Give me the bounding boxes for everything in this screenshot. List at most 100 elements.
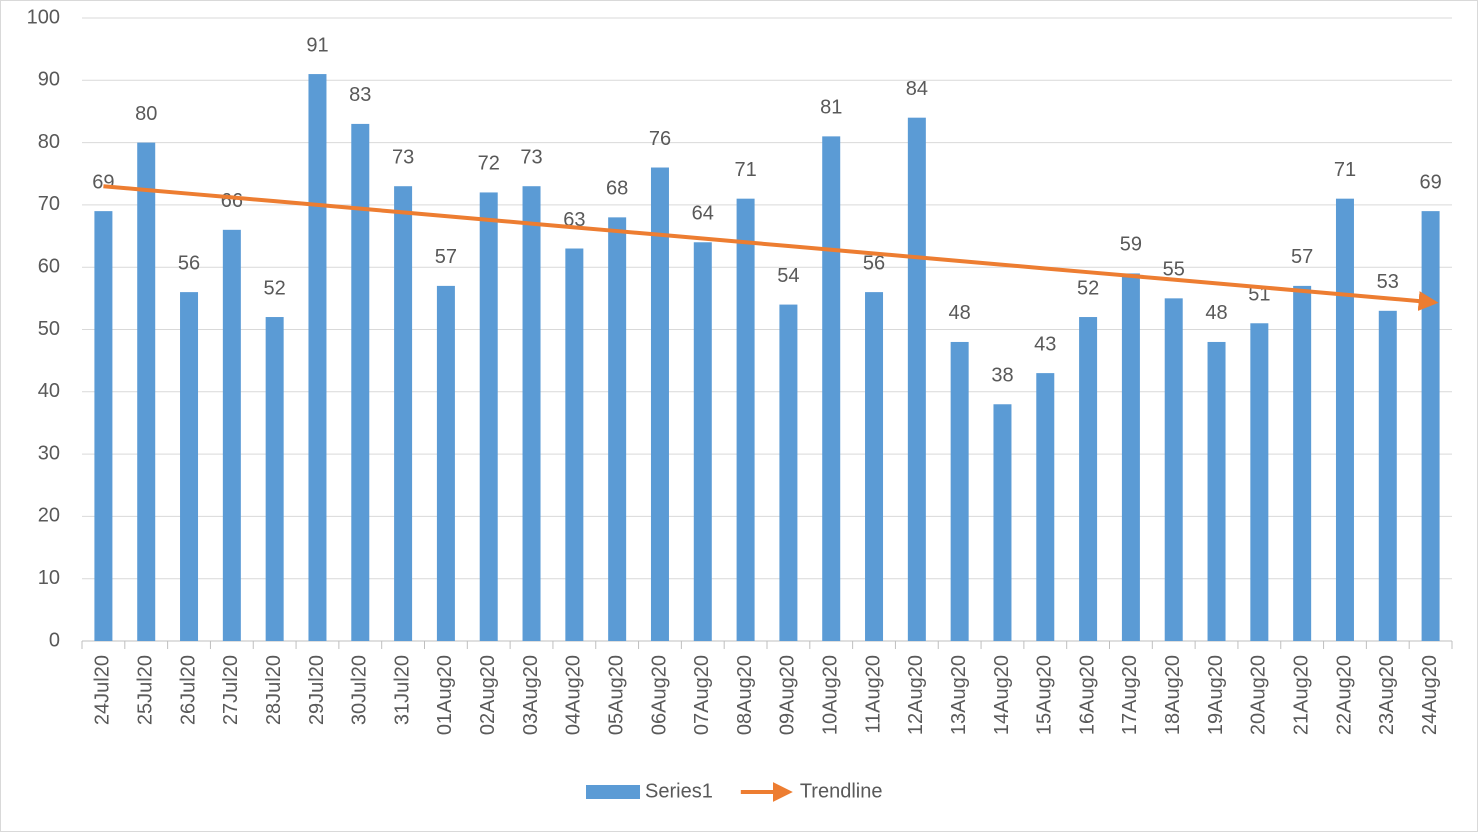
data-label: 57 xyxy=(1291,246,1313,268)
x-tick-label: 23Aug20 xyxy=(1376,655,1398,735)
x-tick-label: 13Aug20 xyxy=(948,655,970,735)
data-label: 84 xyxy=(906,78,928,100)
x-tick-label: 03Aug20 xyxy=(520,655,542,735)
bar xyxy=(137,142,156,641)
legend-label: Series1 xyxy=(645,780,713,802)
bar xyxy=(822,136,841,641)
data-label: 52 xyxy=(1077,277,1099,299)
bar xyxy=(436,285,455,641)
x-tick-label: 14Aug20 xyxy=(991,655,1013,735)
data-label: 54 xyxy=(777,265,799,287)
x-tick-label: 26Jul20 xyxy=(177,655,199,725)
data-label: 69 xyxy=(1419,171,1441,193)
bar xyxy=(222,229,241,641)
x-tick-label: 01Aug20 xyxy=(434,655,456,735)
data-label: 81 xyxy=(820,97,842,119)
y-tick-label: 0 xyxy=(49,629,60,651)
bar xyxy=(180,292,199,641)
data-label: 59 xyxy=(1120,234,1142,256)
bar xyxy=(351,123,370,641)
bar xyxy=(993,404,1012,641)
x-tick-label: 16Aug20 xyxy=(1076,655,1098,735)
x-tick-label: 22Aug20 xyxy=(1333,655,1355,735)
x-tick-label: 29Jul20 xyxy=(306,655,328,725)
y-tick-label: 70 xyxy=(38,193,60,215)
y-tick-label: 50 xyxy=(38,318,60,340)
data-label: 57 xyxy=(435,246,457,268)
bar xyxy=(308,74,327,641)
bar xyxy=(950,341,969,641)
x-tick-label: 09Aug20 xyxy=(777,655,799,735)
data-label: 56 xyxy=(863,252,885,274)
data-label: 73 xyxy=(392,146,414,168)
x-tick-label: 05Aug20 xyxy=(605,655,627,735)
data-label: 56 xyxy=(178,252,200,274)
y-tick-label: 90 xyxy=(38,69,60,91)
x-tick-label: 25Jul20 xyxy=(135,655,157,725)
bar xyxy=(94,211,113,641)
x-tick-label: 19Aug20 xyxy=(1205,655,1227,735)
bar xyxy=(1079,317,1098,641)
data-label: 38 xyxy=(991,365,1013,387)
data-label: 71 xyxy=(1334,159,1356,181)
x-tick-label: 06Aug20 xyxy=(648,655,670,735)
data-label: 80 xyxy=(135,103,157,125)
bar xyxy=(1164,298,1183,641)
y-tick-label: 40 xyxy=(38,380,60,402)
bar xyxy=(1378,310,1397,641)
bar xyxy=(479,192,498,641)
bar xyxy=(779,304,798,641)
x-tick-label: 15Aug20 xyxy=(1034,655,1056,735)
data-label: 48 xyxy=(949,302,971,324)
bar xyxy=(693,242,712,641)
x-tick-label: 24Jul20 xyxy=(92,655,114,725)
bar xyxy=(1421,211,1440,641)
bar xyxy=(650,167,669,641)
data-label: 76 xyxy=(649,128,671,150)
data-label: 43 xyxy=(1034,333,1056,355)
data-label: 73 xyxy=(520,146,542,168)
data-label: 66 xyxy=(221,190,243,212)
bar xyxy=(565,248,584,641)
x-tick-label: 04Aug20 xyxy=(563,655,585,735)
bar xyxy=(736,198,755,642)
x-tick-label: 12Aug20 xyxy=(905,655,927,735)
y-tick-label: 80 xyxy=(38,131,60,153)
bar xyxy=(1036,373,1055,641)
y-tick-label: 20 xyxy=(38,505,60,527)
x-tick-label: 24Aug20 xyxy=(1419,655,1441,735)
data-label: 53 xyxy=(1377,271,1399,293)
bar xyxy=(394,186,413,641)
data-label: 48 xyxy=(1205,302,1227,324)
y-tick-label: 10 xyxy=(38,567,60,589)
x-tick-label: 30Jul20 xyxy=(349,655,371,725)
x-tick-label: 31Jul20 xyxy=(391,655,413,725)
data-label: 91 xyxy=(306,34,328,56)
bar xyxy=(907,117,926,642)
data-label: 52 xyxy=(264,277,286,299)
bar xyxy=(522,186,541,641)
data-label: 64 xyxy=(692,203,714,225)
x-tick-label: 11Aug20 xyxy=(862,655,884,734)
bar xyxy=(1293,285,1312,641)
y-tick-label: 100 xyxy=(27,6,60,28)
bar xyxy=(1207,341,1226,641)
trendline xyxy=(103,184,1439,312)
bar xyxy=(608,217,627,642)
data-label: 55 xyxy=(1163,259,1185,281)
data-label: 72 xyxy=(478,153,500,175)
legend-swatch xyxy=(586,785,640,799)
x-tick-label: 20Aug20 xyxy=(1248,655,1270,735)
x-tick-label: 27Jul20 xyxy=(220,655,242,725)
x-tick-label: 10Aug20 xyxy=(820,655,842,735)
data-label: 83 xyxy=(349,84,371,106)
x-tick-label: 02Aug20 xyxy=(477,655,499,735)
bar xyxy=(1335,198,1354,642)
bar xyxy=(865,292,884,641)
bar xyxy=(1250,323,1269,641)
y-tick-label: 60 xyxy=(38,255,60,277)
x-tick-label: 21Aug20 xyxy=(1290,655,1312,735)
legend-label: Trendline xyxy=(800,780,883,802)
data-label: 71 xyxy=(734,159,756,181)
